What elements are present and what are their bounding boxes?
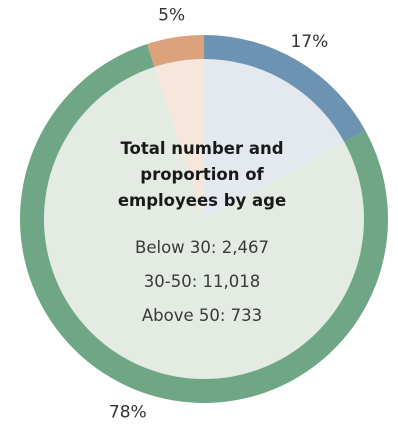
slice-label-1: 78% — [109, 402, 147, 422]
slice-label-2: 5% — [158, 6, 185, 26]
inner-fill-2 — [154, 59, 204, 219]
center-title-line-3: employees by age — [118, 191, 286, 210]
slice-0 — [204, 35, 366, 142]
center-title-line-2: proportion of — [140, 165, 264, 184]
stat-below-30: Below 30: 2,467 — [135, 238, 269, 257]
inner-fill-1 — [44, 66, 365, 379]
stat-above-50: Above 50: 733 — [142, 306, 262, 325]
stat-30-50: 30-50: 11,018 — [144, 272, 260, 291]
slice-label-0: 17% — [290, 32, 328, 52]
inner-fill-0 — [204, 59, 345, 219]
center-title-line-1: Total number and — [120, 139, 283, 158]
slice-2 — [147, 35, 204, 67]
